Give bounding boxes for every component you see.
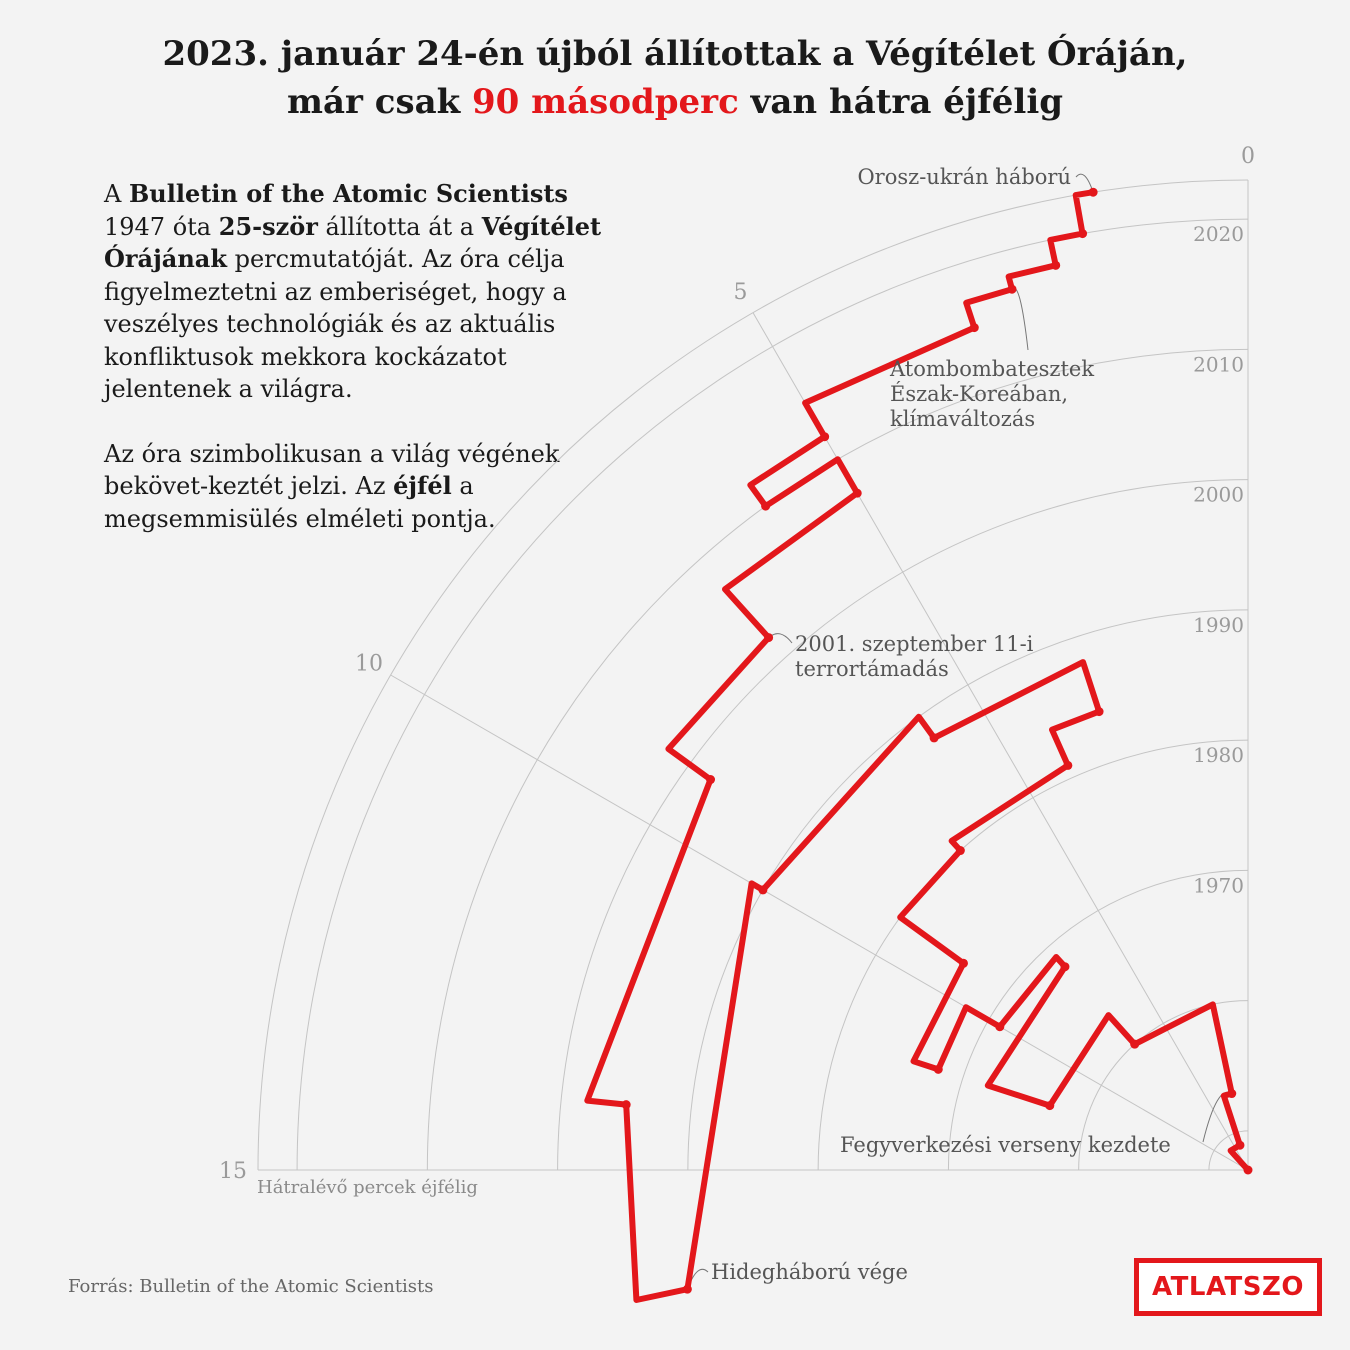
data-point xyxy=(1227,1089,1237,1099)
x-axis-label: Hátralévő percek éjfélig xyxy=(257,1177,478,1198)
year-tick-label: 2000 xyxy=(1193,483,1244,507)
chart-series xyxy=(584,187,1253,1303)
intro-text-run: percmutatóját. Az óra célja figyelmeztet… xyxy=(104,245,567,403)
intro-text-run: 1947 óta xyxy=(104,212,219,241)
data-point xyxy=(1007,284,1017,294)
minute-tick-label: 5 xyxy=(734,280,748,305)
year-gridline xyxy=(426,348,1249,1171)
annotation-cold-war-end: Hidegháború vége xyxy=(711,1260,908,1284)
data-point xyxy=(933,1064,943,1074)
year-gridline xyxy=(296,218,1249,1171)
year-tick-label: 1970 xyxy=(1193,873,1244,897)
data-point xyxy=(1051,260,1061,270)
title-line-2-post: van hátra éjfélig xyxy=(738,82,1064,122)
data-point xyxy=(1130,1039,1140,1049)
annotation-atom-line-3: klímaváltozás xyxy=(890,407,1035,431)
annotation-arms-race: Fegyverkezési verseny kezdete xyxy=(840,1133,1171,1157)
year-tick-label: 1980 xyxy=(1193,743,1244,767)
year-tick-label: 2010 xyxy=(1193,352,1244,376)
minute-gridline xyxy=(752,312,1249,1171)
series-line xyxy=(584,189,1251,1303)
year-gridline xyxy=(257,179,1249,1171)
annotation-sept11-line-2: terrortámadás xyxy=(795,657,949,681)
intro-text-run: állította át a xyxy=(317,212,482,241)
data-point xyxy=(1078,229,1088,239)
year-gridline xyxy=(1208,1130,1249,1171)
minute-tick-label: 10 xyxy=(355,652,383,677)
data-point xyxy=(1045,1101,1055,1111)
intro-bold-clock: Végítélet Órájának xyxy=(104,211,602,274)
data-point xyxy=(1094,707,1104,717)
annotation-atom-line-2: Észak-Koreában, xyxy=(890,382,1068,406)
atlatszo-logo: ATLATSZO xyxy=(1134,1258,1322,1316)
data-point xyxy=(1060,962,1070,972)
minute-gridline xyxy=(390,674,1249,1171)
minute-tick-label: 15 xyxy=(219,1159,247,1184)
data-point xyxy=(969,323,979,333)
year-gridline xyxy=(947,869,1249,1171)
data-point xyxy=(682,1284,692,1294)
annotation-sept11-line-1: 2001. szeptember 11-i xyxy=(795,632,1034,656)
intro-paragraph-2: Az óra szimbolikusan a világ végének bek… xyxy=(104,438,624,536)
year-gridline xyxy=(557,479,1249,1171)
year-tick-label: 1990 xyxy=(1193,613,1244,637)
annotation-orosz-ukran: Orosz-ukrán háború xyxy=(857,165,1071,189)
data-point xyxy=(1243,1165,1253,1175)
leader-atom xyxy=(1011,287,1029,351)
data-point xyxy=(852,488,862,498)
minute-tick-label: 0 xyxy=(1241,144,1255,169)
data-point xyxy=(929,733,939,743)
data-point xyxy=(955,846,965,856)
intro-bold-midnight: éjfél xyxy=(393,471,452,500)
data-point xyxy=(1235,1140,1245,1150)
data-point xyxy=(820,432,830,442)
intro-bold-count: 25-ször xyxy=(218,211,318,241)
chart-ticks: 0 5 10 15 2020 2010 2000 1990 1980 1970 xyxy=(219,144,1255,1184)
annotation-atom-line-1: Atombombatesztek xyxy=(889,357,1094,381)
data-point xyxy=(761,501,771,511)
intro-text-run: A xyxy=(104,180,129,208)
intro-text: A Bulletin of the Atomic Scientists 1947… xyxy=(104,178,624,567)
chart-grid xyxy=(257,179,1249,1171)
source-note: Forrás: Bulletin of the Atomic Scientist… xyxy=(68,1276,434,1297)
year-gridline xyxy=(687,609,1249,1171)
title-line-1: 2023. január 24-én újból állítottak a Vé… xyxy=(162,34,1188,74)
intro-bold-bulletin: Bulletin of the Atomic Scientists xyxy=(128,179,568,208)
data-point xyxy=(1088,187,1098,197)
intro-paragraph-1: A Bulletin of the Atomic Scientists 1947… xyxy=(104,178,624,406)
data-point xyxy=(758,885,768,895)
data-point xyxy=(1063,760,1073,770)
data-point xyxy=(958,958,968,968)
data-point xyxy=(764,633,774,643)
chart-title: 2023. január 24-én újból állítottak a Vé… xyxy=(0,30,1350,126)
year-tick-label: 2020 xyxy=(1193,222,1244,246)
intro-text-run: a megsemmisülés elméleti pontja. xyxy=(104,472,496,533)
title-line-2: már csak 90 másodperc van hátra éjfélig xyxy=(0,78,1350,126)
title-line-2-pre: már csak xyxy=(286,82,473,122)
data-point xyxy=(621,1100,631,1110)
data-point xyxy=(706,775,716,785)
title-highlight: 90 másodperc xyxy=(472,82,739,122)
intro-text-run: Az óra szimbolikusan a világ végének bek… xyxy=(104,439,560,501)
data-point xyxy=(995,1022,1005,1032)
year-gridline xyxy=(817,739,1249,1171)
